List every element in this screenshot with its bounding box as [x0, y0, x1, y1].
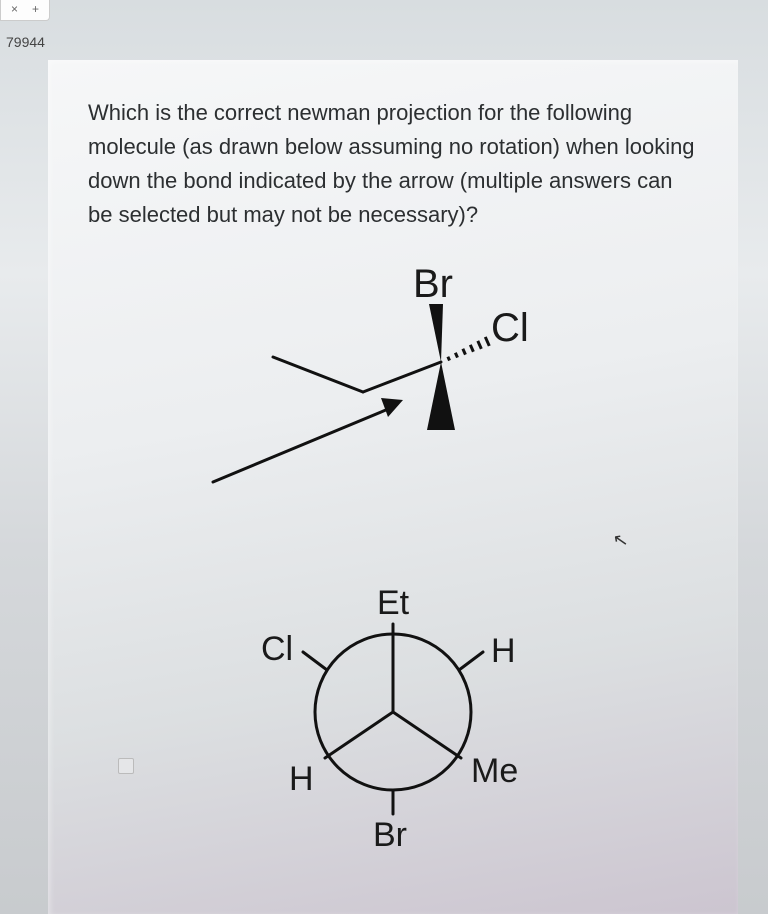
- url-fragment: 79944: [0, 30, 51, 54]
- browser-tab-fragment: × +: [0, 0, 50, 21]
- newman-diagram: Et Cl H H Me Br: [223, 552, 563, 852]
- label-cl: Cl: [261, 630, 293, 669]
- cursor-icon: ↖: [611, 529, 630, 552]
- label-h-left: H: [289, 760, 314, 799]
- label-h-right: H: [491, 632, 516, 671]
- label-cl-top: Cl: [491, 306, 529, 351]
- molecule-diagram: Br Cl: [193, 262, 593, 522]
- question-card: Which is the correct newman projection f…: [48, 60, 738, 914]
- label-br-top: Br: [413, 262, 453, 307]
- label-br-bottom: Br: [373, 816, 407, 855]
- label-et: Et: [377, 584, 409, 623]
- label-me: Me: [471, 752, 518, 791]
- question-text: Which is the correct newman projection f…: [88, 96, 698, 232]
- tab-close-icon[interactable]: ×: [11, 2, 18, 16]
- answer-checkbox[interactable]: [118, 758, 134, 774]
- molecule-svg: [193, 262, 593, 522]
- new-tab-icon[interactable]: +: [32, 2, 39, 16]
